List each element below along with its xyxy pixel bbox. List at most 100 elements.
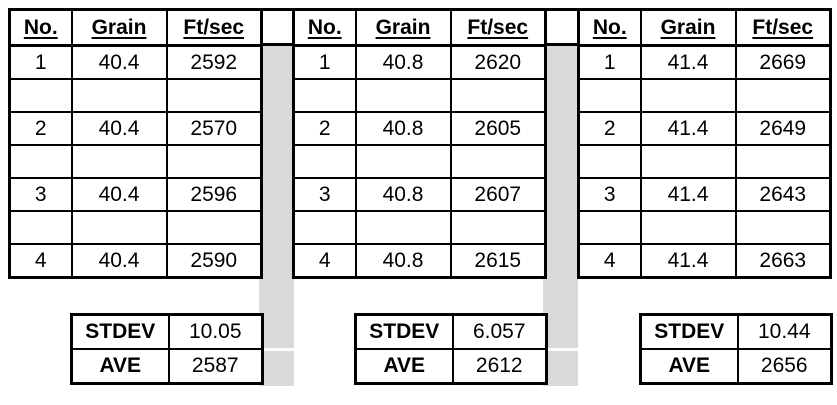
- cell-no: [292, 144, 357, 179]
- cell-ftsec: 2605: [449, 111, 547, 146]
- cell-ftsec: 2590: [165, 243, 263, 279]
- cell-no: [577, 210, 642, 245]
- header-no: No.: [292, 8, 357, 47]
- table-row: 1 41.4 2669: [577, 44, 832, 80]
- spacer-header-cell: [543, 8, 578, 46]
- cell-no: [577, 144, 642, 179]
- ave-row: AVE 2612: [354, 348, 548, 385]
- cell-grain: 41.4: [639, 243, 737, 279]
- header-grain: Grain: [70, 8, 168, 47]
- ave-value: 2587: [167, 348, 264, 385]
- cell-no: 4: [8, 243, 73, 279]
- stdev-value: 10.05: [167, 313, 264, 350]
- spacer-header-cell: [259, 8, 294, 46]
- cell-ftsec: [165, 78, 263, 113]
- velocity-table-1: No. Grain Ft/sec 1 40.4 2592 2 40.4 2570: [8, 8, 263, 279]
- table-row: 3 40.4 2596: [8, 177, 263, 212]
- cell-grain: 40.8: [354, 243, 452, 279]
- header-ftsec: Ft/sec: [734, 8, 832, 47]
- table-row: [292, 78, 547, 113]
- cell-grain: 40.4: [70, 243, 168, 279]
- spacer-column: [259, 351, 294, 386]
- cell-no: 3: [577, 177, 642, 212]
- table-row: [577, 78, 832, 113]
- cell-grain: [70, 210, 168, 245]
- cell-ftsec: 2596: [165, 177, 263, 212]
- table-row: [577, 210, 832, 245]
- cell-no: 2: [577, 111, 642, 146]
- cell-ftsec: [449, 78, 547, 113]
- cell-no: 2: [8, 111, 73, 146]
- cell-ftsec: [165, 210, 263, 245]
- cell-grain: [70, 144, 168, 179]
- cell-ftsec: 2669: [734, 44, 832, 80]
- cell-ftsec: [165, 144, 263, 179]
- cell-grain: 40.8: [354, 177, 452, 212]
- cell-grain: [354, 210, 452, 245]
- cell-grain: [639, 210, 737, 245]
- cell-ftsec: 2592: [165, 44, 263, 80]
- cell-ftsec: [734, 78, 832, 113]
- ave-row: AVE 2587: [70, 348, 264, 385]
- cell-grain: [354, 144, 452, 179]
- cell-grain: 40.8: [354, 44, 452, 80]
- stdev-row: STDEV 10.44: [639, 313, 833, 350]
- cell-ftsec: 2649: [734, 111, 832, 146]
- header-ftsec: Ft/sec: [449, 8, 547, 47]
- velocity-table-2: No. Grain Ft/sec 1 40.8 2620 2 40.8 2605: [292, 8, 547, 279]
- header-grain: Grain: [639, 8, 737, 47]
- cell-ftsec: 2615: [449, 243, 547, 279]
- stdev-row: STDEV 10.05: [70, 313, 264, 350]
- cell-no: [292, 78, 357, 113]
- table-row: 1 40.4 2592: [8, 44, 263, 80]
- spacer-column: [543, 351, 578, 386]
- ave-value: 2612: [451, 348, 548, 385]
- cell-ftsec: 2570: [165, 111, 263, 146]
- table-row: [8, 78, 263, 113]
- stdev-row: STDEV 6.057: [354, 313, 548, 350]
- cell-no: 3: [292, 177, 357, 212]
- cell-no: 1: [8, 44, 73, 80]
- cell-no: [8, 78, 73, 113]
- stdev-value: 6.057: [451, 313, 548, 350]
- cell-ftsec: 2663: [734, 243, 832, 279]
- header-row: No. Grain Ft/sec: [292, 8, 547, 47]
- table-row: [292, 210, 547, 245]
- spacer-column: [543, 46, 578, 348]
- spacer-column: [259, 46, 294, 348]
- cell-grain: 40.8: [354, 111, 452, 146]
- header-row: No. Grain Ft/sec: [8, 8, 263, 47]
- cell-no: [577, 78, 642, 113]
- header-row: No. Grain Ft/sec: [577, 8, 832, 47]
- cell-no: 1: [577, 44, 642, 80]
- cell-no: 4: [577, 243, 642, 279]
- cell-grain: 40.4: [70, 177, 168, 212]
- table-row: 2 41.4 2649: [577, 111, 832, 146]
- cell-ftsec: 2620: [449, 44, 547, 80]
- ave-row: AVE 2656: [639, 348, 833, 385]
- table-row: 1 40.8 2620: [292, 44, 547, 80]
- ave-value: 2656: [736, 348, 833, 385]
- cell-no: 3: [8, 177, 73, 212]
- table-row: 3 41.4 2643: [577, 177, 832, 212]
- stats-table-3: STDEV 10.44 AVE 2656: [639, 313, 833, 385]
- cell-grain: 40.4: [70, 44, 168, 80]
- table-row: 4 41.4 2663: [577, 243, 832, 279]
- header-no: No.: [8, 8, 73, 47]
- stats-table-1: STDEV 10.05 AVE 2587: [70, 313, 264, 385]
- table-row: [577, 144, 832, 179]
- table-row: [292, 144, 547, 179]
- header-ftsec: Ft/sec: [165, 8, 263, 47]
- cell-no: 4: [292, 243, 357, 279]
- cell-grain: 41.4: [639, 111, 737, 146]
- ave-label: AVE: [639, 348, 739, 385]
- cell-grain: [639, 144, 737, 179]
- cell-grain: 40.4: [70, 111, 168, 146]
- table-row: 4 40.8 2615: [292, 243, 547, 279]
- cell-no: 1: [292, 44, 357, 80]
- header-grain: Grain: [354, 8, 452, 47]
- cell-grain: [354, 78, 452, 113]
- cell-ftsec: [734, 144, 832, 179]
- ave-label: AVE: [354, 348, 454, 385]
